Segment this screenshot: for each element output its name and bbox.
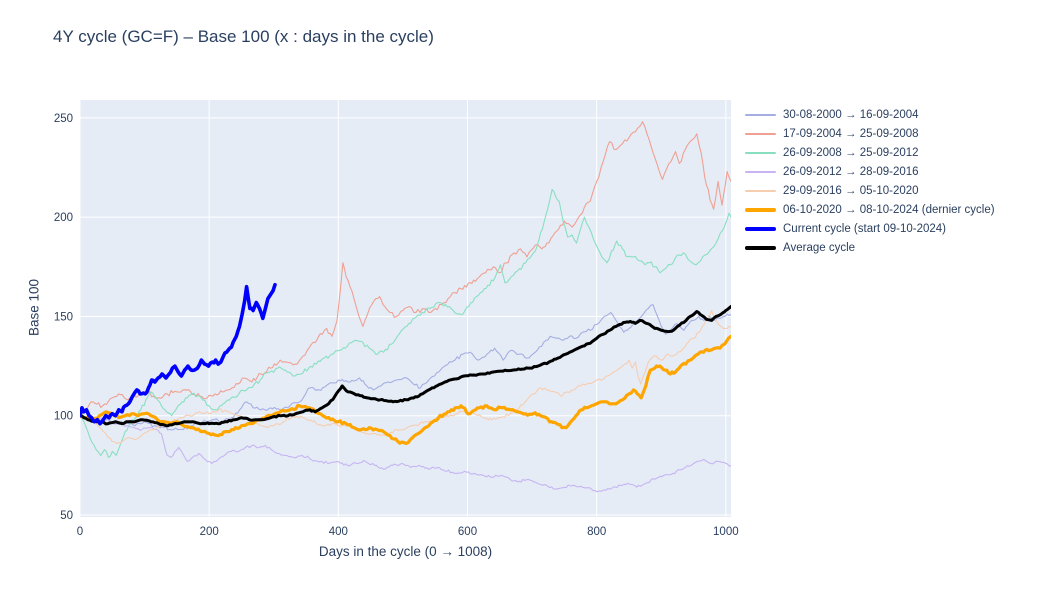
x-tick-label: 800 — [587, 526, 606, 538]
legend-item-current-cycle[interactable]: Current cycle (start 09-10-2024) — [745, 219, 995, 238]
series-line-cycle-2000-2004 — [80, 303, 731, 431]
legend-swatch-average-cycle — [745, 245, 776, 250]
y-tick-label: 150 — [54, 311, 73, 323]
legend-label: Current cycle (start 09-10-2024) — [783, 222, 946, 235]
legend-item-cycle-2020-2024[interactable]: 06-10-2020 → 08-10-2024 (dernier cycle) — [745, 200, 995, 219]
x-axis-title: Days in the cycle (0 → 1008) — [318, 544, 493, 559]
legend: 30-08-2000 → 16-09-2004 17-09-2004 → 25-… — [745, 105, 995, 257]
x-tick-label: 200 — [200, 526, 219, 538]
legend-label: 30-08-2000 → 16-09-2004 — [783, 108, 919, 121]
legend-item-cycle-2012-2016[interactable]: 26-09-2012 → 28-09-2016 — [745, 162, 995, 181]
legend-swatch-cycle-2016-2020 — [745, 189, 776, 192]
legend-item-cycle-2000-2004[interactable]: 30-08-2000 → 16-09-2004 — [745, 105, 995, 124]
x-tick-label: 600 — [458, 526, 477, 538]
series-line-cycle-2020-2024 — [80, 334, 731, 446]
legend-item-cycle-2008-2012[interactable]: 26-09-2008 → 25-09-2012 — [745, 143, 995, 162]
legend-label: 29-09-2016 → 05-10-2020 — [783, 184, 919, 197]
y-tick-label: 250 — [54, 113, 73, 125]
series-line-cycle-2012-2016 — [80, 415, 731, 493]
legend-label: 17-09-2004 → 25-09-2008 — [783, 127, 919, 140]
legend-label: 26-09-2012 → 28-09-2016 — [783, 165, 919, 178]
x-tick-label: 1000 — [713, 526, 739, 538]
legend-swatch-cycle-2008-2012 — [745, 151, 776, 154]
legend-item-average-cycle[interactable]: Average cycle — [745, 238, 995, 257]
legend-swatch-cycle-2004-2008 — [745, 132, 776, 135]
legend-label: 26-09-2008 → 25-09-2012 — [783, 146, 919, 159]
series-line-cycle-2008-2012 — [80, 188, 731, 458]
series-line-current-cycle — [80, 282, 277, 426]
x-tick-label: 0 — [77, 526, 83, 538]
chart-title: 4Y cycle (GC=F) – Base 100 (x : days in … — [53, 27, 434, 46]
series-line-average-cycle — [80, 305, 731, 428]
y-axis-title: Base 100 — [26, 278, 42, 337]
y-tick-label: 50 — [60, 510, 73, 522]
y-tick-label: 100 — [54, 411, 73, 423]
x-tick-label: 400 — [329, 526, 348, 538]
legend-label: Average cycle — [783, 241, 856, 254]
legend-swatch-cycle-2000-2004 — [745, 113, 776, 116]
legend-item-cycle-2004-2008[interactable]: 17-09-2004 → 25-09-2008 — [745, 124, 995, 143]
legend-swatch-current-cycle — [745, 226, 776, 231]
legend-label: 06-10-2020 → 08-10-2024 (dernier cycle) — [783, 203, 995, 216]
y-tick-label: 200 — [54, 212, 73, 224]
legend-item-cycle-2016-2020[interactable]: 29-09-2016 → 05-10-2020 — [745, 181, 995, 200]
legend-swatch-cycle-2012-2016 — [745, 170, 776, 173]
legend-swatch-cycle-2020-2024 — [745, 207, 776, 212]
series-line-cycle-2016-2020 — [80, 309, 731, 445]
series-line-cycle-2004-2008 — [80, 121, 731, 417]
